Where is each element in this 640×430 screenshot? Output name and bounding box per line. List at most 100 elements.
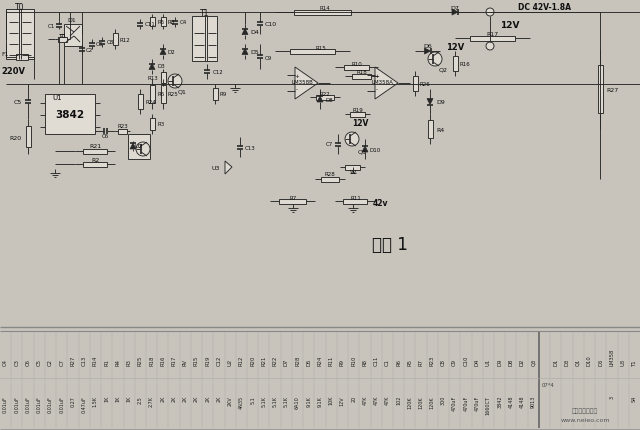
Polygon shape xyxy=(160,49,166,55)
Text: R15: R15 xyxy=(315,46,326,50)
Text: R11: R11 xyxy=(329,355,333,365)
Text: 2K: 2K xyxy=(216,395,221,402)
Text: R2: R2 xyxy=(91,157,99,162)
Polygon shape xyxy=(362,147,368,153)
Text: Q2: Q2 xyxy=(438,68,447,72)
Text: 0.01uF: 0.01uF xyxy=(36,395,42,412)
Text: 1K: 1K xyxy=(115,395,120,402)
Text: -: - xyxy=(296,87,298,92)
Circle shape xyxy=(136,143,150,157)
Text: R15: R15 xyxy=(194,355,199,365)
Bar xyxy=(350,112,365,117)
Bar xyxy=(161,18,166,27)
Text: C7: C7 xyxy=(326,142,333,147)
Text: D4: D4 xyxy=(475,358,480,365)
Text: R18: R18 xyxy=(356,71,367,75)
Text: R17: R17 xyxy=(486,32,498,37)
Text: -: - xyxy=(376,87,378,92)
Text: D2: D2 xyxy=(168,49,176,54)
Text: R18: R18 xyxy=(149,355,154,365)
Text: C2: C2 xyxy=(48,358,53,365)
Text: 0.01uF: 0.01uF xyxy=(14,395,19,412)
Text: 2K: 2K xyxy=(205,395,210,402)
Text: R27: R27 xyxy=(606,87,618,92)
Text: Q3: Q3 xyxy=(531,358,536,365)
Text: 山阳电器维修网: 山阳电器维修网 xyxy=(572,407,598,413)
Bar xyxy=(26,127,31,147)
Text: D9: D9 xyxy=(497,358,502,365)
Text: 12V: 12V xyxy=(500,22,520,31)
Text: D6: D6 xyxy=(424,44,433,49)
Text: C3: C3 xyxy=(96,43,103,47)
Bar xyxy=(279,199,306,204)
Text: C11: C11 xyxy=(374,355,379,365)
Bar xyxy=(161,86,166,104)
Text: C5: C5 xyxy=(36,358,42,365)
Bar xyxy=(83,162,107,167)
Text: R25: R25 xyxy=(138,355,143,365)
Text: D2: D2 xyxy=(520,358,525,365)
Text: Q1: Q1 xyxy=(177,89,186,94)
Bar xyxy=(470,37,515,41)
Text: D1: D1 xyxy=(68,18,76,24)
Text: D9: D9 xyxy=(436,99,445,104)
Polygon shape xyxy=(452,10,458,16)
Text: C1: C1 xyxy=(48,24,55,28)
Bar xyxy=(316,95,334,100)
Text: 12V: 12V xyxy=(352,118,368,127)
Text: LM358: LM358 xyxy=(609,348,614,365)
Bar xyxy=(58,37,67,43)
Text: 2K: 2K xyxy=(160,395,165,402)
Text: 2.5: 2.5 xyxy=(138,395,143,403)
Text: R23: R23 xyxy=(118,124,129,129)
Text: D5: D5 xyxy=(307,358,311,365)
Text: 0.47uF: 0.47uF xyxy=(82,395,86,412)
Text: D7: D7 xyxy=(284,358,289,365)
Text: R24: R24 xyxy=(145,99,156,104)
Text: R24: R24 xyxy=(317,355,323,365)
Text: 120K: 120K xyxy=(407,395,412,408)
Text: 0.01uF: 0.01uF xyxy=(48,395,53,412)
Text: R14: R14 xyxy=(319,6,330,12)
Text: R28: R28 xyxy=(324,172,335,177)
Bar xyxy=(428,121,433,139)
Text: R27: R27 xyxy=(70,355,76,365)
Bar xyxy=(344,65,369,71)
Text: 6A10: 6A10 xyxy=(295,395,300,408)
Bar xyxy=(343,199,367,204)
Text: www.neieo.com: www.neieo.com xyxy=(560,418,610,423)
Text: F1: F1 xyxy=(1,52,8,57)
Text: R3: R3 xyxy=(157,122,164,127)
Polygon shape xyxy=(424,49,431,55)
Text: R7: R7 xyxy=(289,195,296,200)
Text: R16: R16 xyxy=(160,355,165,365)
Polygon shape xyxy=(317,97,323,103)
Text: R20: R20 xyxy=(10,135,22,140)
Text: 4N35: 4N35 xyxy=(239,395,244,408)
Bar xyxy=(345,165,360,170)
Text: U1: U1 xyxy=(486,358,491,365)
Text: R16: R16 xyxy=(460,62,471,68)
Circle shape xyxy=(345,133,359,147)
Text: R1: R1 xyxy=(104,358,109,365)
Text: R25: R25 xyxy=(168,92,179,97)
Polygon shape xyxy=(149,64,155,71)
Text: D7: D7 xyxy=(451,6,460,10)
Text: S4: S4 xyxy=(632,395,637,401)
Text: LM358A: LM358A xyxy=(371,79,393,84)
Text: 2KV: 2KV xyxy=(228,395,233,405)
Text: D6: D6 xyxy=(598,358,604,365)
Text: T1: T1 xyxy=(632,359,637,365)
Text: R19: R19 xyxy=(353,108,364,113)
Text: 3: 3 xyxy=(609,395,614,398)
Text: R13: R13 xyxy=(147,75,158,80)
Text: R10: R10 xyxy=(351,355,356,365)
Text: U3: U3 xyxy=(211,165,220,170)
Text: D1: D1 xyxy=(554,358,558,365)
Text: +: + xyxy=(294,74,300,78)
Text: 3842: 3842 xyxy=(497,395,502,408)
Text: R12: R12 xyxy=(120,37,131,43)
Text: D3: D3 xyxy=(564,358,570,365)
Circle shape xyxy=(486,9,494,17)
Text: R17: R17 xyxy=(172,355,177,365)
